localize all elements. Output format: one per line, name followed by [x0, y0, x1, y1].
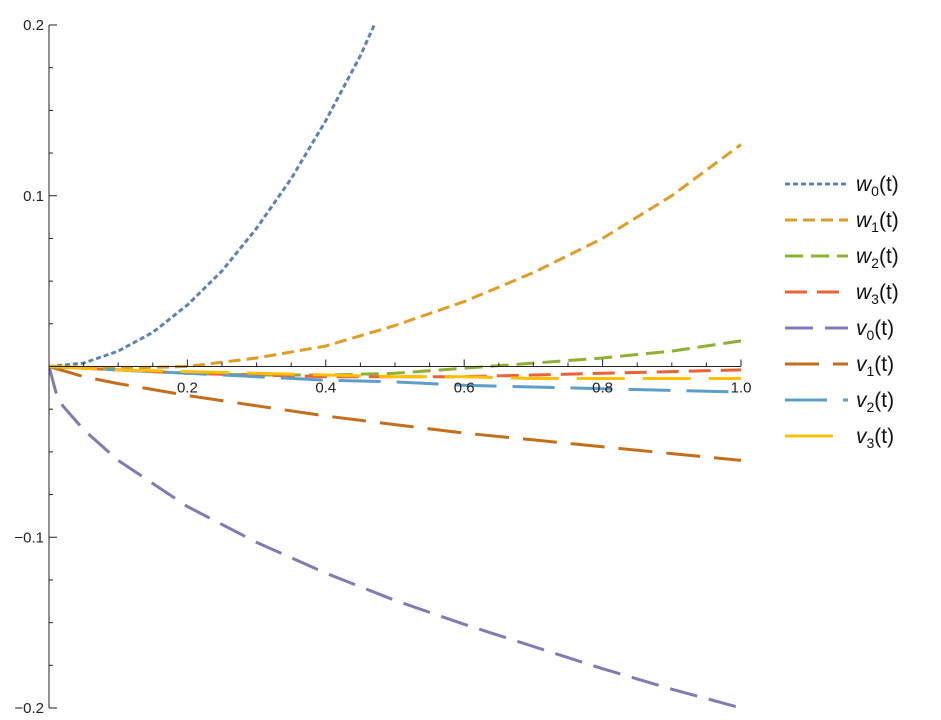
legend-item-w3: w3(t) [785, 281, 899, 307]
axes: 0.2 0.4 0.6 0.8 1.0 0.2 0.1 −0.1 −0.2 [14, 17, 751, 717]
x-tick-label: 1.0 [731, 380, 752, 397]
series-line-w3 [49, 365, 742, 379]
x-ticks: 0.2 0.4 0.6 0.8 1.0 [83, 359, 752, 397]
series-line-v0 [49, 366, 742, 708]
legend-label: v1(t) [856, 353, 894, 379]
legend-label: v0(t) [856, 317, 894, 343]
legend-item-v0: v0(t) [785, 317, 894, 343]
legend-label: v3(t) [856, 425, 894, 451]
legend-label: w2(t) [856, 245, 899, 271]
x-tick-label: 0.2 [177, 380, 198, 397]
series-layer [49, 25, 742, 708]
x-tick-label: 0.8 [592, 380, 613, 397]
y-ticks: 0.2 0.1 −0.1 −0.2 [14, 17, 57, 717]
legend-label: w1(t) [856, 209, 899, 235]
series-line-w0 [49, 25, 376, 368]
y-tick-label: 0.2 [23, 17, 44, 34]
series-line-w1 [49, 143, 742, 370]
x-tick-label: 0.4 [315, 380, 336, 397]
legend-item-v2: v2(t) [785, 389, 894, 415]
legend: w0(t) w1(t) w2(t) w3(t) v0(t) v1(t) v2(t) v3(t) [785, 173, 899, 451]
legend-label: v2(t) [856, 389, 894, 415]
y-tick-label: −0.1 [14, 529, 44, 546]
series-line-v1 [49, 365, 742, 462]
legend-item-v1: v1(t) [785, 353, 894, 379]
y-tick-label: −0.2 [14, 700, 44, 717]
legend-item-w2: w2(t) [785, 245, 899, 271]
legend-item-w1: w1(t) [785, 209, 899, 235]
y-tick-label: 0.1 [23, 188, 44, 205]
legend-item-v3: v3(t) [785, 425, 894, 451]
legend-label: w3(t) [856, 281, 899, 307]
series-line-v3 [49, 365, 741, 380]
x-tick-label: 0.6 [454, 380, 475, 397]
legend-item-w0: w0(t) [785, 173, 899, 199]
legend-label: w0(t) [856, 173, 899, 199]
